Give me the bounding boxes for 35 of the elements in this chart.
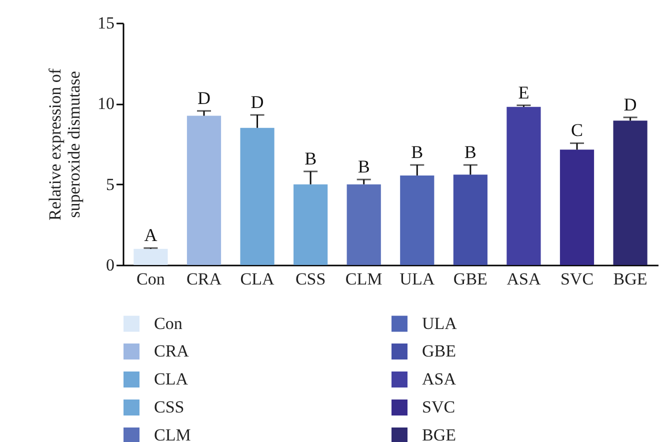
annotation: C bbox=[570, 120, 584, 140]
legend-label: CLA bbox=[154, 370, 189, 388]
x-tick-label: BGE bbox=[613, 270, 648, 288]
x-tick-label: GBE bbox=[453, 270, 488, 288]
annotation: B bbox=[411, 142, 424, 162]
annotation: A bbox=[144, 225, 158, 246]
y-tick-label: 10 bbox=[98, 94, 114, 114]
annotation: B bbox=[464, 142, 476, 162]
legend-label: CSS bbox=[154, 398, 184, 416]
y-tick-label: 15 bbox=[98, 14, 114, 32]
annotation: D bbox=[250, 92, 264, 112]
x-tick-label: CLA bbox=[240, 270, 276, 288]
x-tick-label: Con bbox=[136, 270, 166, 288]
legend-label: CRA bbox=[154, 342, 190, 360]
legend-label: CLM bbox=[154, 426, 191, 442]
legend-label: SVC bbox=[422, 398, 456, 416]
x-tick-label: ASA bbox=[506, 270, 542, 288]
x-tick-label: CSS bbox=[295, 270, 326, 288]
legend-label: ASA bbox=[422, 370, 457, 388]
legend-label: ULA bbox=[422, 314, 458, 333]
x-tick-label: ULA bbox=[400, 270, 436, 288]
annotation: B bbox=[358, 156, 370, 176]
legend-label: Con bbox=[154, 314, 183, 333]
y-axis-title: Relative expression of superoxide dismutase bbox=[46, 68, 84, 221]
x-tick-label: CRA bbox=[186, 270, 222, 288]
annotation: B bbox=[304, 148, 317, 168]
y-tick-label: 5 bbox=[106, 174, 114, 194]
legend-label: GBE bbox=[422, 342, 456, 360]
y-tick-label: 0 bbox=[106, 256, 114, 274]
x-tick-label: SVC bbox=[560, 270, 594, 288]
x-tick-label: CLM bbox=[345, 270, 382, 288]
legend-label: BGE bbox=[422, 426, 456, 442]
annotation: D bbox=[197, 88, 210, 108]
annotation: E bbox=[518, 82, 530, 102]
annotation: D bbox=[624, 94, 637, 114]
